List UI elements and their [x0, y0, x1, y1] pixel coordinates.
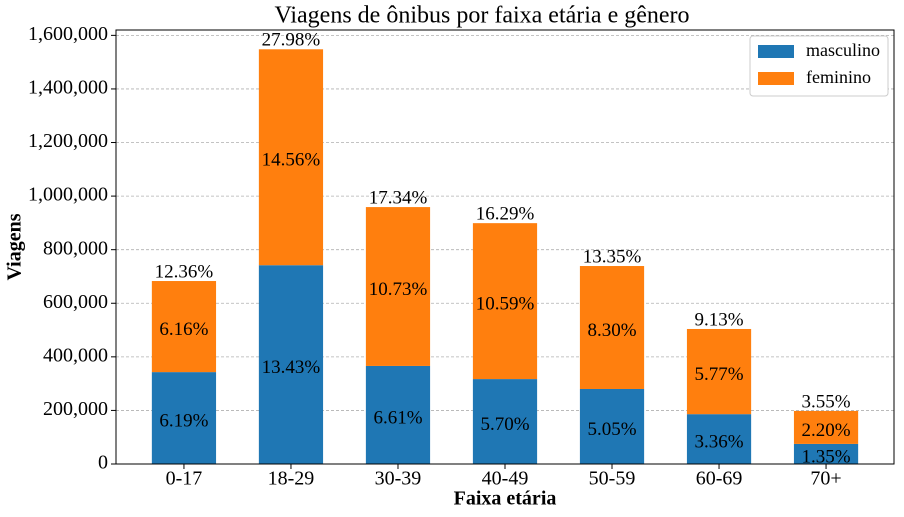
- chart-title: Viagens de ônibus por faixa etária e gên…: [274, 3, 689, 29]
- bar-segment: [793, 443, 859, 464]
- y-tick-label: 0: [98, 452, 108, 474]
- x-tick-label: 18-29: [268, 468, 315, 490]
- bar-segment: [151, 281, 217, 373]
- x-tick-label: 60-69: [696, 468, 743, 490]
- segment-label: 5.05%: [587, 419, 636, 440]
- segment-label: 6.61%: [373, 407, 422, 428]
- legend-swatch: [758, 45, 794, 58]
- segment-label: 10.73%: [369, 279, 428, 300]
- segment-label: 14.56%: [262, 150, 321, 171]
- y-tick-label: 1,600,000: [28, 23, 108, 45]
- total-label: 3.55%: [802, 391, 851, 412]
- bar-segment: [686, 328, 752, 415]
- bar-segment: [258, 265, 324, 464]
- bar-segment: [365, 207, 431, 366]
- segment-label: 10.59%: [476, 293, 535, 314]
- bar-segment: [793, 410, 859, 444]
- segment-label: 1.35%: [802, 446, 851, 467]
- bar-segment: [686, 414, 752, 464]
- y-tick-label: 1,200,000: [28, 130, 108, 152]
- y-tick-label: 400,000: [43, 344, 108, 366]
- segment-label: 3.36%: [694, 431, 743, 452]
- bar-segment: [579, 388, 645, 464]
- legend-swatch: [758, 72, 794, 85]
- x-tick-label: 70+: [810, 468, 841, 490]
- y-tick-label: 1,400,000: [28, 77, 108, 99]
- total-label: 16.29%: [476, 204, 535, 225]
- total-label: 27.98%: [262, 30, 321, 51]
- bar-segment: [365, 365, 431, 464]
- segment-label: 6.16%: [159, 319, 208, 340]
- x-axis-label: Faixa etária: [454, 488, 557, 510]
- y-tick-label: 800,000: [43, 237, 108, 259]
- segment-label: 8.30%: [587, 320, 636, 341]
- y-axis-label: Viagens: [4, 213, 26, 280]
- bar-segment: [151, 372, 217, 464]
- x-tick-label: 30-39: [375, 468, 422, 490]
- segment-label: 13.43%: [262, 357, 321, 378]
- bar-segment: [579, 266, 645, 389]
- bar-segment: [472, 223, 538, 380]
- segment-label: 5.77%: [694, 364, 743, 385]
- legend-label: feminino: [806, 67, 871, 87]
- legend-label: masculino: [806, 40, 880, 60]
- plot-frame: [115, 29, 895, 465]
- y-tick-label: 200,000: [43, 398, 108, 420]
- total-label: 12.36%: [155, 261, 214, 282]
- segment-label: 5.70%: [480, 414, 529, 435]
- total-label: 13.35%: [583, 246, 642, 267]
- segment-label: 2.20%: [802, 420, 851, 441]
- x-tick-label: 0-17: [166, 468, 203, 490]
- x-tick-label: 40-49: [482, 468, 529, 490]
- y-tick-label: 1,000,000: [28, 184, 108, 206]
- segment-label: 6.19%: [159, 410, 208, 431]
- x-tick-label: 50-59: [589, 468, 636, 490]
- total-label: 17.34%: [369, 187, 428, 208]
- total-label: 9.13%: [694, 309, 743, 330]
- y-tick-label: 600,000: [43, 291, 108, 313]
- bar-segment: [472, 379, 538, 464]
- bar-segment: [258, 49, 324, 266]
